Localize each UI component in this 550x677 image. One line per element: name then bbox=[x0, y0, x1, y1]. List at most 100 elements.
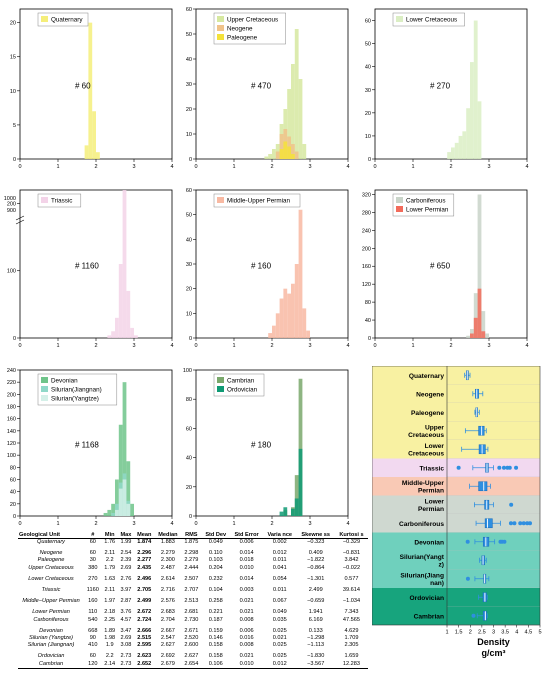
value-cell: 1.97 bbox=[104, 598, 116, 605]
y-tick-label: 40 bbox=[186, 456, 192, 462]
value-cell: 0.021 bbox=[239, 598, 254, 605]
histogram-bar bbox=[88, 22, 93, 159]
value-cell: 0.159 bbox=[208, 627, 223, 634]
value-cell: 0.146 bbox=[208, 635, 223, 642]
category-label: Cretaceous bbox=[408, 451, 444, 458]
histogram-bar bbox=[294, 264, 299, 338]
legend-label: Devonian bbox=[51, 378, 78, 385]
value-cell: 90 bbox=[89, 635, 96, 642]
histogram-bar bbox=[283, 507, 288, 516]
histogram-bar bbox=[481, 311, 486, 338]
histogram-hist_quaternary: 0 5 10 15 20 0 1 2 3 4 Quaternary # 60 bbox=[10, 8, 174, 170]
histogram-bar bbox=[118, 488, 123, 516]
value-cell: −0.022 bbox=[342, 564, 361, 571]
value-cell: 0.014 bbox=[239, 575, 254, 582]
histogram-bar bbox=[291, 154, 295, 159]
histogram-bar bbox=[466, 335, 470, 338]
x-tick-label: 4 bbox=[170, 521, 173, 527]
value-cell: 160 bbox=[88, 598, 98, 605]
column-header: RMS bbox=[181, 532, 202, 539]
histogram-bar bbox=[111, 512, 115, 516]
histogram-bar bbox=[481, 331, 486, 338]
x-tick-label: 0 bbox=[18, 164, 21, 170]
value-cell: 0.025 bbox=[272, 653, 287, 660]
x-tick-label: 2 bbox=[469, 630, 472, 636]
unit-name-cell: Carboniferous bbox=[33, 616, 69, 623]
histogram-bar bbox=[477, 288, 482, 338]
column-header: Mean bbox=[134, 532, 155, 539]
value-cell: 0.035 bbox=[272, 616, 287, 623]
x-axis-label: Density bbox=[477, 637, 510, 647]
value-cell: 2.11 bbox=[104, 550, 115, 557]
value-cell: 270 bbox=[88, 575, 98, 582]
unit-name-cell: Ordovician bbox=[37, 653, 65, 660]
value-cell: 0.021 bbox=[239, 653, 254, 660]
x-tick-label: 2.5 bbox=[478, 630, 486, 636]
table-row: Neogene 60 2.11 2.54 2.296 2.279 2.298 0.110 0.0… bbox=[18, 550, 368, 557]
histogram-bar bbox=[291, 283, 295, 338]
x-tick-label: 2 bbox=[94, 343, 97, 349]
histogram-bar bbox=[122, 479, 127, 516]
value-cell: −0.323 bbox=[307, 539, 325, 545]
value-cell: 540 bbox=[88, 616, 98, 623]
value-cell: 4.57 bbox=[120, 616, 132, 623]
value-cell: 2.627 bbox=[184, 653, 199, 660]
legend-swatch bbox=[217, 25, 224, 31]
histogram-bar bbox=[134, 335, 138, 338]
histogram-bar bbox=[96, 152, 100, 159]
x-tick-label: 4 bbox=[525, 343, 528, 349]
value-cell: 2.87 bbox=[120, 598, 132, 605]
value-cell: 0.106 bbox=[201, 660, 231, 669]
x-tick-label: 1.5 bbox=[455, 630, 463, 636]
value-cell: 0.054 bbox=[272, 575, 287, 582]
histogram-hist_lower_cretaceous: 0 10 20 30 40 50 60 0 1 2 3 4 Lower Cretaceous # 270 bbox=[365, 8, 529, 170]
value-cell: 0.003 bbox=[239, 587, 254, 594]
value-cell: 2.14 bbox=[101, 660, 118, 669]
value-cell: 2.279 bbox=[184, 557, 199, 564]
value-cell: 1.883 bbox=[160, 539, 175, 545]
outlier-point bbox=[521, 521, 526, 526]
column-header: # bbox=[84, 532, 102, 539]
unit-name-cell: Lower Cretaceous bbox=[28, 575, 74, 582]
outlier-point bbox=[456, 465, 461, 470]
value-cell: 6.169 bbox=[308, 616, 323, 623]
y-tick-label: 0 bbox=[13, 514, 16, 520]
legend-box bbox=[213, 373, 265, 397]
y-tick-label: 200 bbox=[7, 201, 16, 207]
value-cell: 0.110 bbox=[208, 550, 223, 557]
value-cell: 2.496 bbox=[137, 575, 152, 582]
value-cell: 668 bbox=[88, 627, 98, 634]
legend-swatch bbox=[217, 386, 224, 392]
legend-swatch bbox=[41, 377, 48, 383]
statistics-table: Geological Unit # Min Max Mean Median RMS Std D… bbox=[18, 532, 368, 669]
value-cell: 1.79 bbox=[104, 564, 116, 571]
legend-label: Quaternary bbox=[51, 17, 83, 24]
value-cell: 0.016 bbox=[239, 635, 254, 642]
y-tick-label: 60 bbox=[365, 19, 371, 25]
y-tick-label: 100 bbox=[7, 453, 16, 459]
value-cell: 2.515 bbox=[137, 635, 152, 642]
value-cell: 60 bbox=[89, 539, 96, 545]
column-header: Varia nce bbox=[263, 532, 297, 539]
histogram-bar bbox=[473, 293, 478, 338]
category-label: Lower bbox=[425, 498, 445, 505]
table-row: Quaternary 60 1.76 1.99 1.874 1.883 1.875 0.049… bbox=[18, 539, 368, 547]
table-row: Upper Cretaceous 380 1.79 2.69 2.435 2.487 2.4… bbox=[18, 565, 368, 572]
histogram-bar bbox=[298, 209, 303, 338]
legend-swatch bbox=[41, 16, 48, 22]
category-band bbox=[372, 588, 540, 607]
value-cell: 2.600 bbox=[184, 642, 199, 649]
value-cell: 2.2 bbox=[105, 653, 114, 660]
histogram-bar bbox=[279, 149, 284, 159]
value-cell: 2.681 bbox=[184, 609, 199, 616]
category-label: Paleogene bbox=[411, 410, 444, 417]
column-header: Kurtosi s bbox=[334, 532, 368, 539]
table-row: Lower Cretaceous 270 1.63 2.76 2.496 2.614 2.5… bbox=[18, 576, 368, 583]
legend-label: Upper Cretaceous bbox=[227, 17, 278, 24]
table-row: Triassic 1160 2.11 3.97 2.705 2.716 2.707 0.104… bbox=[18, 587, 368, 594]
value-cell: 1.941 bbox=[308, 609, 323, 616]
histogram-bar bbox=[462, 131, 467, 159]
unit-name-cell: Silurian (Jiangnan) bbox=[27, 642, 75, 649]
value-cell: 1.875 bbox=[184, 539, 199, 545]
value-cell: 0.221 bbox=[208, 609, 223, 616]
